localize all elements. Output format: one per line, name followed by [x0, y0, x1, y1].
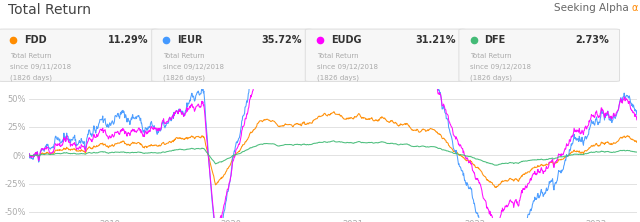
- Text: Total Return: Total Return: [8, 2, 91, 17]
- Text: FDD: FDD: [24, 35, 46, 45]
- Text: (1826 days): (1826 days): [10, 74, 52, 81]
- Text: Seeking Alpha: Seeking Alpha: [554, 2, 628, 13]
- Text: since 09/12/2018: since 09/12/2018: [317, 64, 378, 71]
- FancyBboxPatch shape: [0, 29, 159, 81]
- Text: Total Return: Total Return: [10, 53, 51, 59]
- Text: EUDG: EUDG: [331, 35, 362, 45]
- Text: 2.73%: 2.73%: [575, 35, 609, 45]
- Text: Total Return: Total Return: [317, 53, 358, 59]
- Text: (1826 days): (1826 days): [470, 74, 513, 81]
- Text: since 09/11/2018: since 09/11/2018: [10, 64, 71, 71]
- FancyBboxPatch shape: [459, 29, 620, 81]
- Text: Total Return: Total Return: [470, 53, 512, 59]
- Text: DFE: DFE: [484, 35, 506, 45]
- Text: 11.29%: 11.29%: [108, 35, 148, 45]
- Text: since 09/12/2018: since 09/12/2018: [470, 64, 531, 71]
- Text: Total Return: Total Return: [163, 53, 205, 59]
- FancyBboxPatch shape: [305, 29, 466, 81]
- Text: (1826 days): (1826 days): [163, 74, 205, 81]
- Text: IEUR: IEUR: [177, 35, 203, 45]
- FancyBboxPatch shape: [152, 29, 312, 81]
- Text: (1826 days): (1826 days): [317, 74, 359, 81]
- Text: α: α: [631, 2, 637, 13]
- Text: since 09/12/2018: since 09/12/2018: [163, 64, 224, 71]
- Text: 31.21%: 31.21%: [415, 35, 456, 45]
- Text: 35.72%: 35.72%: [262, 35, 302, 45]
